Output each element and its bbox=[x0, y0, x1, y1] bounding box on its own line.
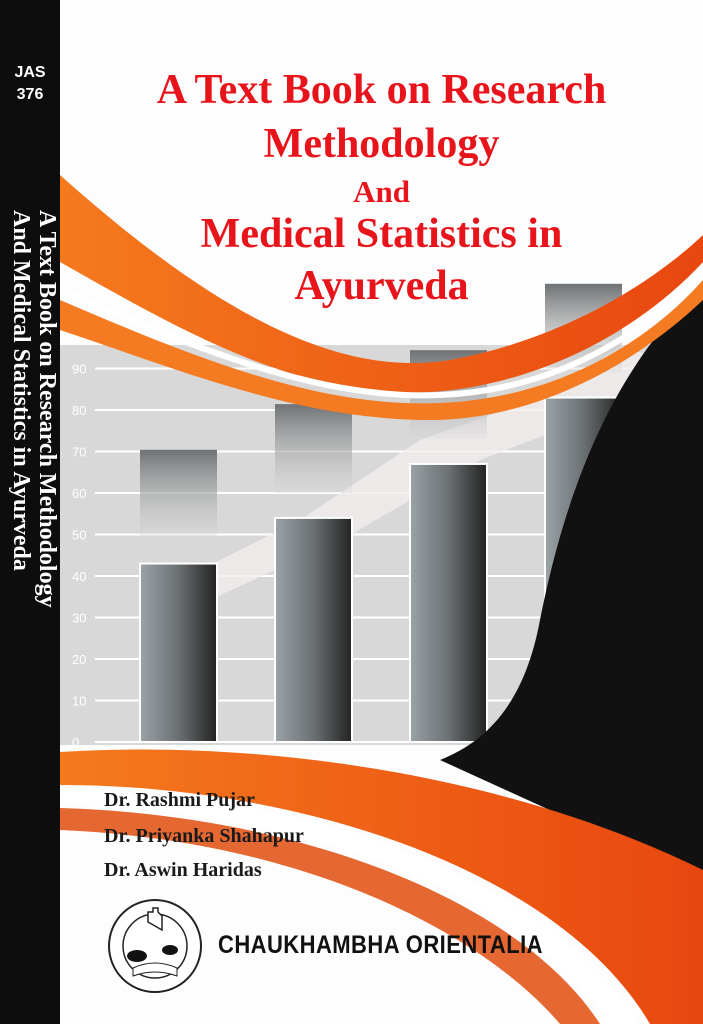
y-tick-label: 90 bbox=[72, 362, 86, 377]
series-number: 376 bbox=[16, 86, 44, 103]
series-code: JAS bbox=[14, 64, 46, 81]
title-line-2: Methodology bbox=[263, 121, 500, 167]
y-tick-label: 10 bbox=[72, 694, 86, 709]
publisher-logo bbox=[108, 899, 202, 993]
y-tick-label: 0 bbox=[72, 735, 79, 750]
bar bbox=[139, 562, 218, 743]
y-tick-label: 60 bbox=[72, 486, 86, 501]
bar bbox=[409, 462, 488, 743]
bottom-orange-swoosh bbox=[60, 749, 703, 1024]
bar-shadow bbox=[140, 449, 217, 539]
title-line-1: A Text Book on Research bbox=[156, 67, 607, 113]
y-tick-label: 40 bbox=[72, 569, 86, 584]
author-1: Dr. Rashmi Pujar bbox=[104, 789, 255, 811]
title-line-5: Ayurveda bbox=[294, 263, 469, 309]
y-tick-label: 30 bbox=[72, 611, 86, 626]
y-tick-label: 70 bbox=[72, 445, 86, 460]
spine-title: A Text Book on Research Methodology And … bbox=[8, 210, 60, 810]
author-3: Dr. Aswin Haridas bbox=[104, 859, 262, 881]
black-swoosh bbox=[440, 285, 703, 880]
y-tick-label: 80 bbox=[72, 403, 86, 418]
top-orange-swoosh bbox=[60, 175, 703, 393]
author-2: Dr. Priyanka Shahapur bbox=[104, 825, 304, 847]
spine-title-line-2: And Medical Statistics in Ayurveda bbox=[8, 210, 34, 571]
title-line-4: Medical Statistics in bbox=[200, 211, 563, 257]
spine: JAS 376 A Text Book on Research Methodol… bbox=[0, 0, 60, 1024]
y-tick-label: 20 bbox=[72, 652, 86, 667]
bar-shadow bbox=[275, 404, 352, 493]
y-tick-label: 50 bbox=[72, 528, 86, 543]
spine-title-line-1: A Text Book on Research Methodology bbox=[34, 210, 60, 608]
publisher-name: CHAUKHAMBHA ORIENTALIA bbox=[218, 931, 543, 959]
title-line-3: And bbox=[353, 174, 410, 209]
bar bbox=[274, 516, 353, 744]
